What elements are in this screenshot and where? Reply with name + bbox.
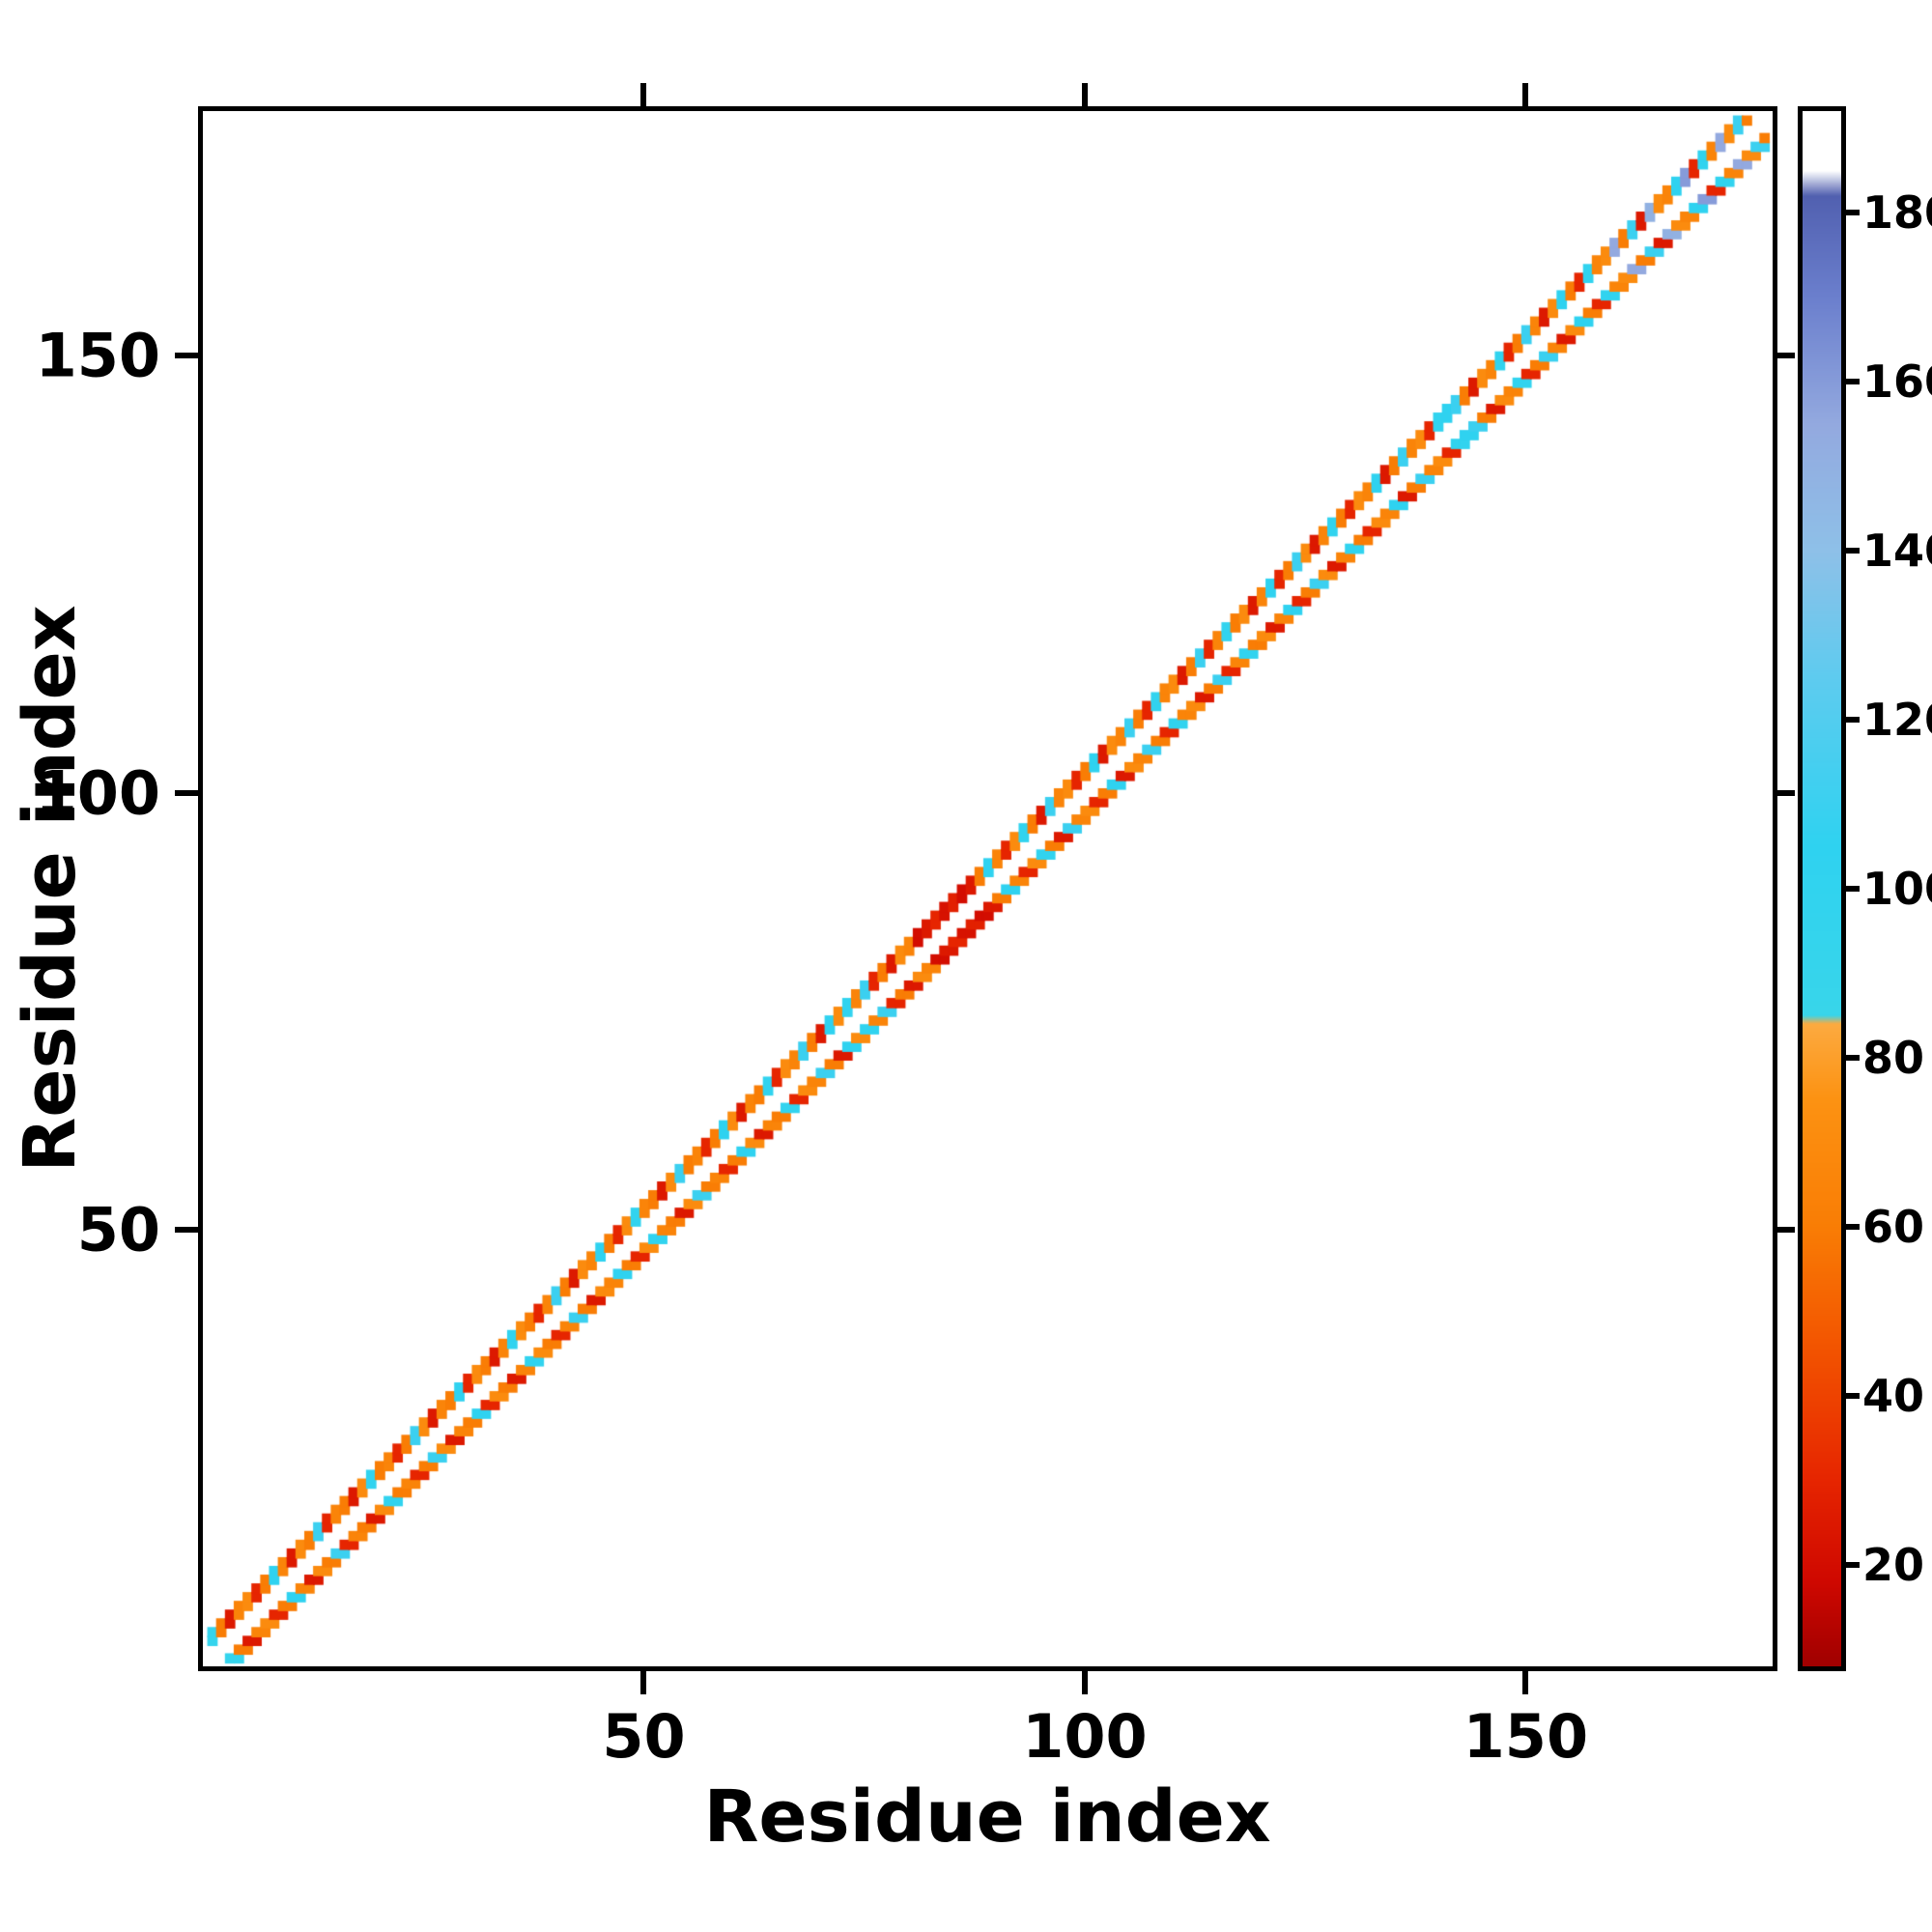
x-axis-title: Residue index — [703, 1776, 1271, 1859]
y-tick-mark — [175, 789, 198, 796]
y-tick-mark — [175, 353, 198, 359]
y-tick-mark-right — [1777, 353, 1795, 359]
colorbar-tick-mark — [1846, 548, 1860, 554]
x-tick-mark — [640, 1671, 647, 1694]
y-tick-mark — [175, 1226, 198, 1233]
colorbar-tick-mark — [1846, 1393, 1860, 1399]
y-tick-label: 150 — [35, 320, 160, 391]
x-tick-label: 150 — [1463, 1701, 1589, 1772]
contact-map-canvas — [203, 111, 1773, 1666]
x-tick-label: 50 — [602, 1701, 686, 1772]
colorbar-tick-mark — [1846, 379, 1860, 384]
colorbar-tick-mark — [1846, 886, 1860, 892]
x-tick-mark — [1081, 1671, 1088, 1694]
colorbar-tick-label: 120 — [1862, 694, 1932, 746]
y-tick-label: 50 — [76, 1194, 160, 1265]
colorbar-canvas — [1803, 111, 1841, 1666]
colorbar-tick-label: 80 — [1862, 1032, 1925, 1084]
colorbar-tick-mark — [1846, 1224, 1860, 1230]
colorbar-tick-label: 40 — [1862, 1370, 1925, 1422]
x-tick-mark-top — [1081, 83, 1088, 106]
x-tick-mark-top — [1522, 83, 1529, 106]
colorbar-tick-mark — [1846, 1562, 1860, 1568]
x-tick-label: 100 — [1022, 1701, 1148, 1772]
colorbar-tick-mark — [1846, 210, 1860, 215]
colorbar-tick-label: 60 — [1862, 1201, 1925, 1253]
y-tick-mark-right — [1777, 1226, 1795, 1233]
colorbar-tick-label: 140 — [1862, 525, 1932, 577]
colorbar-tick-label: 160 — [1862, 355, 1932, 408]
x-tick-mark — [1522, 1671, 1529, 1694]
colorbar-tick-label: 100 — [1862, 863, 1932, 915]
colorbar-tick-mark — [1846, 717, 1860, 723]
y-tick-mark-right — [1777, 789, 1795, 796]
colorbar-tick-label: 180 — [1862, 186, 1932, 239]
colorbar-tick-label: 20 — [1862, 1539, 1925, 1591]
y-tick-label: 100 — [35, 757, 160, 828]
colorbar-tick-mark — [1846, 1055, 1860, 1061]
y-axis-title: Residue index — [9, 605, 92, 1173]
x-tick-mark-top — [640, 83, 647, 106]
